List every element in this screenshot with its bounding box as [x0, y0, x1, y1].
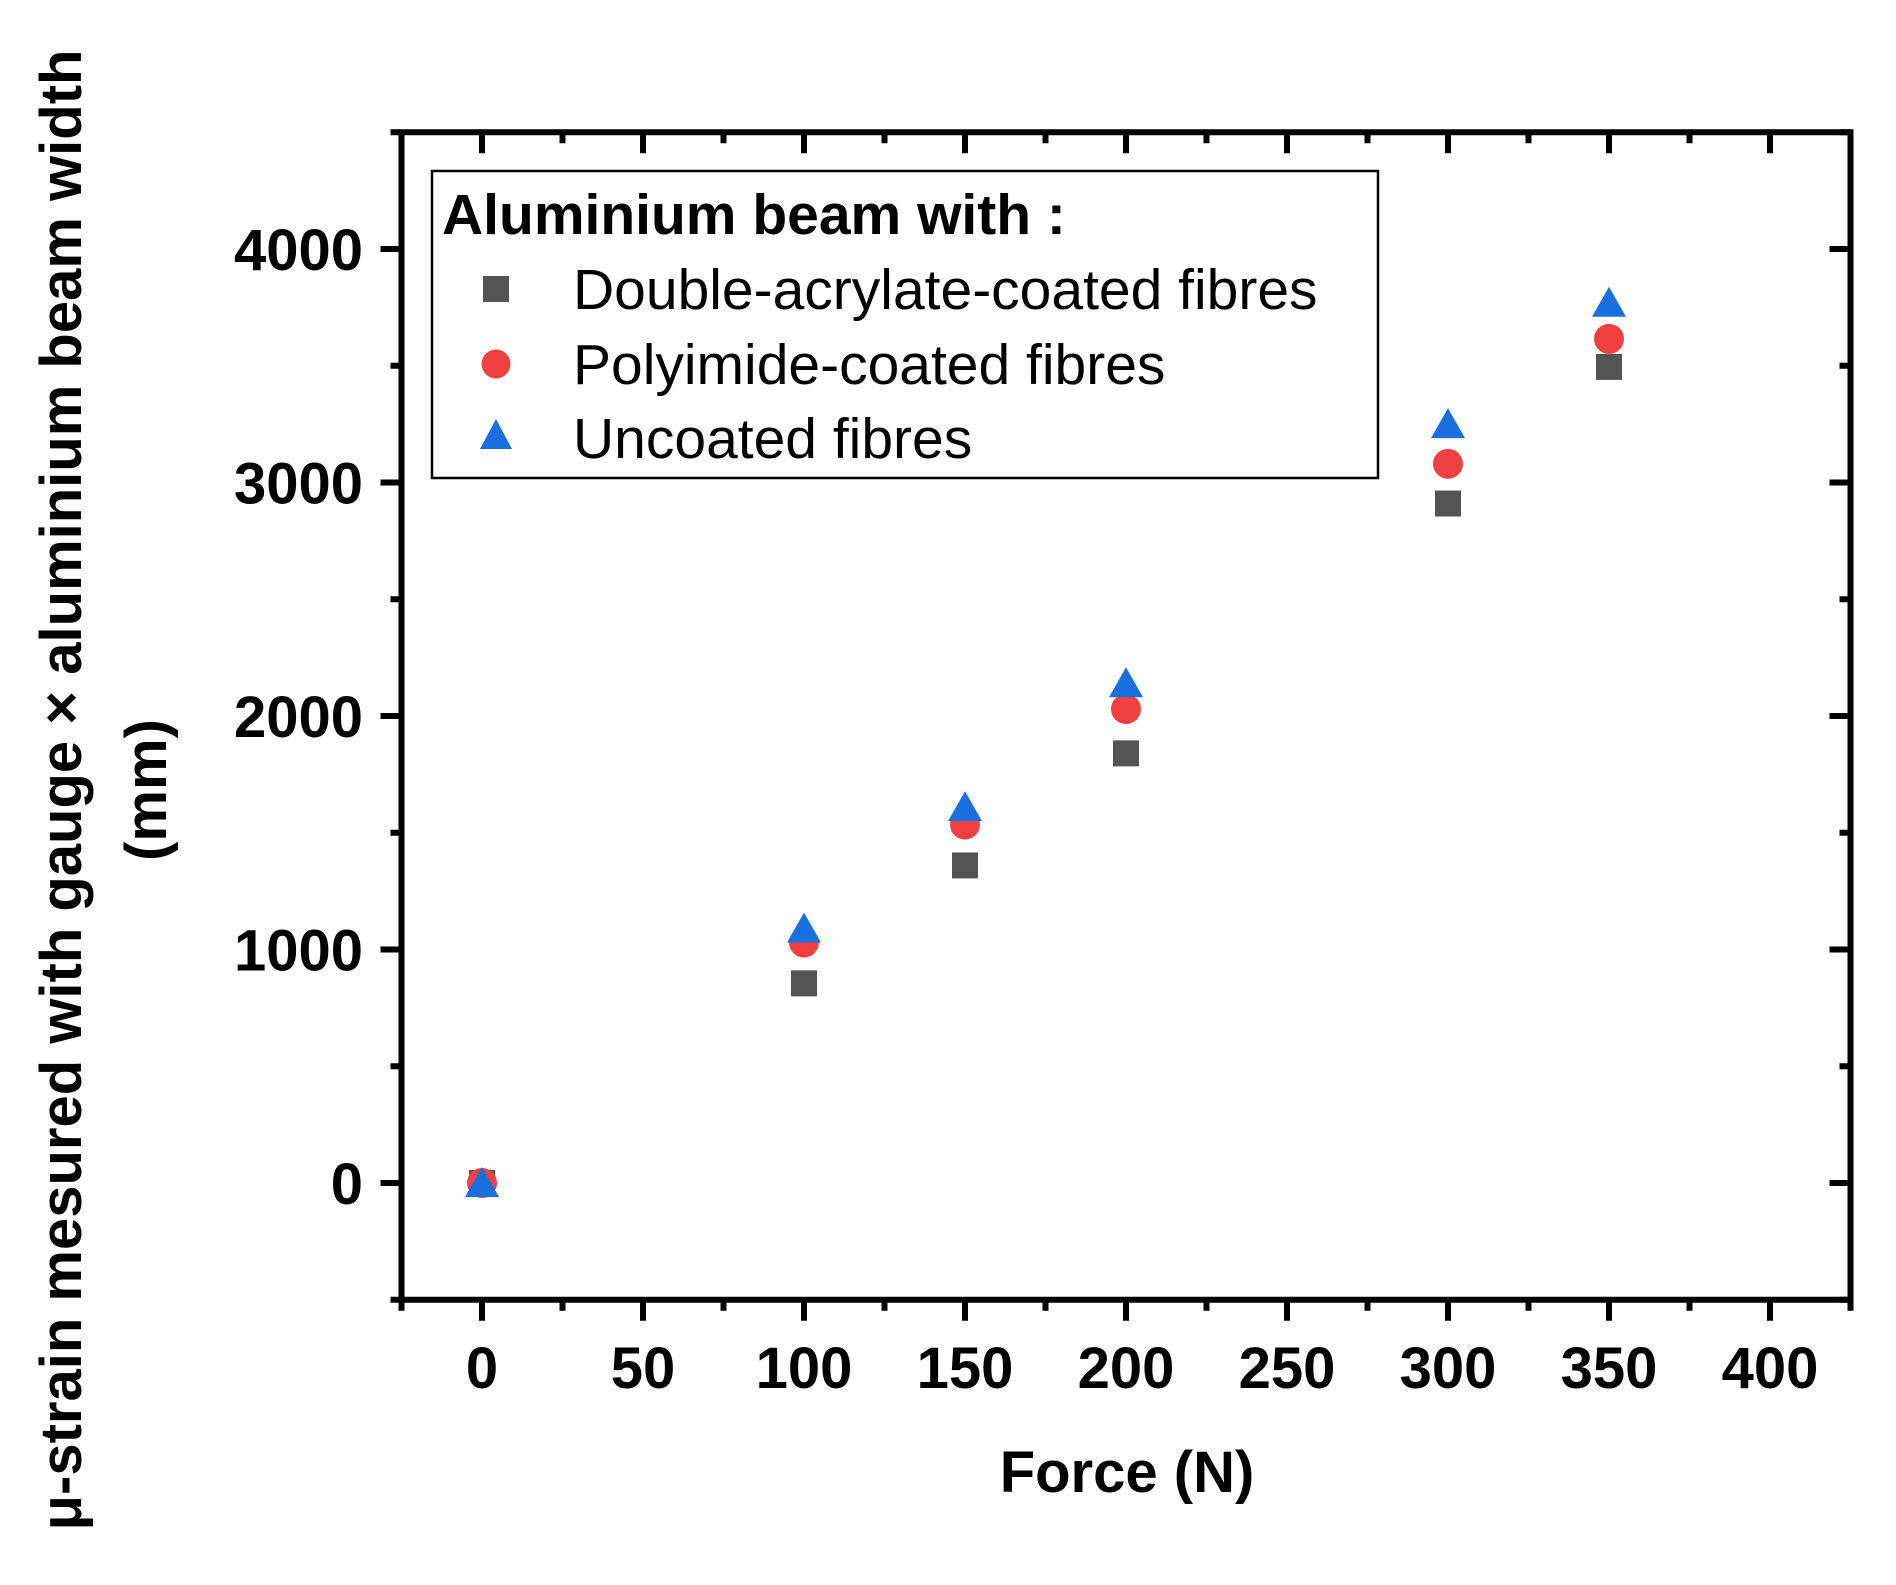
x-tick-label: 300 — [1400, 1336, 1497, 1401]
triangle-marker-icon — [1592, 286, 1626, 317]
x-axis-title: Force (N) — [1000, 1440, 1255, 1505]
legend-label: Double-acrylate-coated fibres — [573, 258, 1318, 322]
y-tick-label: 2000 — [234, 685, 363, 750]
x-tick-label: 200 — [1078, 1336, 1175, 1401]
legend-item-polyimide: Polyimide-coated fibres — [481, 333, 1165, 397]
circle-marker-icon — [481, 349, 511, 379]
square-marker-icon — [1435, 490, 1461, 517]
plot-frame — [398, 129, 1854, 1303]
triangle-marker-icon — [1109, 667, 1143, 698]
x-tick-label: 50 — [611, 1336, 676, 1401]
data-points — [465, 286, 1626, 1198]
x-tick-label: 100 — [756, 1336, 853, 1401]
triangle-marker-icon — [948, 791, 982, 822]
square-marker-icon — [1596, 353, 1622, 380]
legend-label: Polyimide-coated fibres — [573, 333, 1165, 397]
legend-box — [430, 169, 1380, 480]
x-tick-label: 150 — [917, 1336, 1014, 1401]
legend-title: Aluminium beam with : — [442, 183, 1066, 247]
square-marker-icon — [791, 970, 817, 997]
circle-marker-icon — [1594, 323, 1624, 354]
square-marker-icon — [483, 276, 509, 302]
series-triangle — [465, 286, 1626, 1197]
triangle-marker-icon — [787, 912, 821, 943]
y-axis-title-line-2: (mm) — [114, 719, 179, 861]
y-tick-label: 4000 — [234, 218, 363, 283]
circle-marker-icon — [1111, 693, 1141, 724]
y-tick-label: 3000 — [234, 452, 363, 517]
triangle-marker-icon — [1431, 408, 1465, 439]
y-tick-label: 0 — [331, 1152, 363, 1217]
legend: Aluminium beam with : Double-acrylate-co… — [430, 169, 1380, 480]
y-axis-title: μ-strain mesured with gauge × aluminium … — [29, 50, 179, 1531]
triangle-marker-icon — [465, 1167, 499, 1197]
legend-label: Uncoated fibres — [573, 407, 972, 471]
legend-item-double-acrylate: Double-acrylate-coated fibres — [483, 258, 1318, 322]
series-square — [469, 353, 1622, 1196]
x-tick-label: 0 — [466, 1336, 498, 1401]
x-tick-label: 350 — [1561, 1336, 1658, 1401]
triangle-marker-icon — [480, 419, 512, 449]
square-marker-icon — [1113, 740, 1139, 767]
axis-tick-labels: 0 50 100 150 200 250 300 350 4000100020003000400… — [234, 218, 1818, 1401]
square-marker-icon — [952, 852, 978, 879]
x-tick-label: 250 — [1239, 1336, 1336, 1401]
y-tick-label: 1000 — [234, 919, 363, 984]
legend-item-uncoated: Uncoated fibres — [480, 407, 972, 471]
circle-marker-icon — [1433, 448, 1463, 479]
x-tick-label: 400 — [1722, 1336, 1819, 1401]
y-axis-title-line-1: μ-strain mesured with gauge × aluminium … — [29, 50, 94, 1531]
